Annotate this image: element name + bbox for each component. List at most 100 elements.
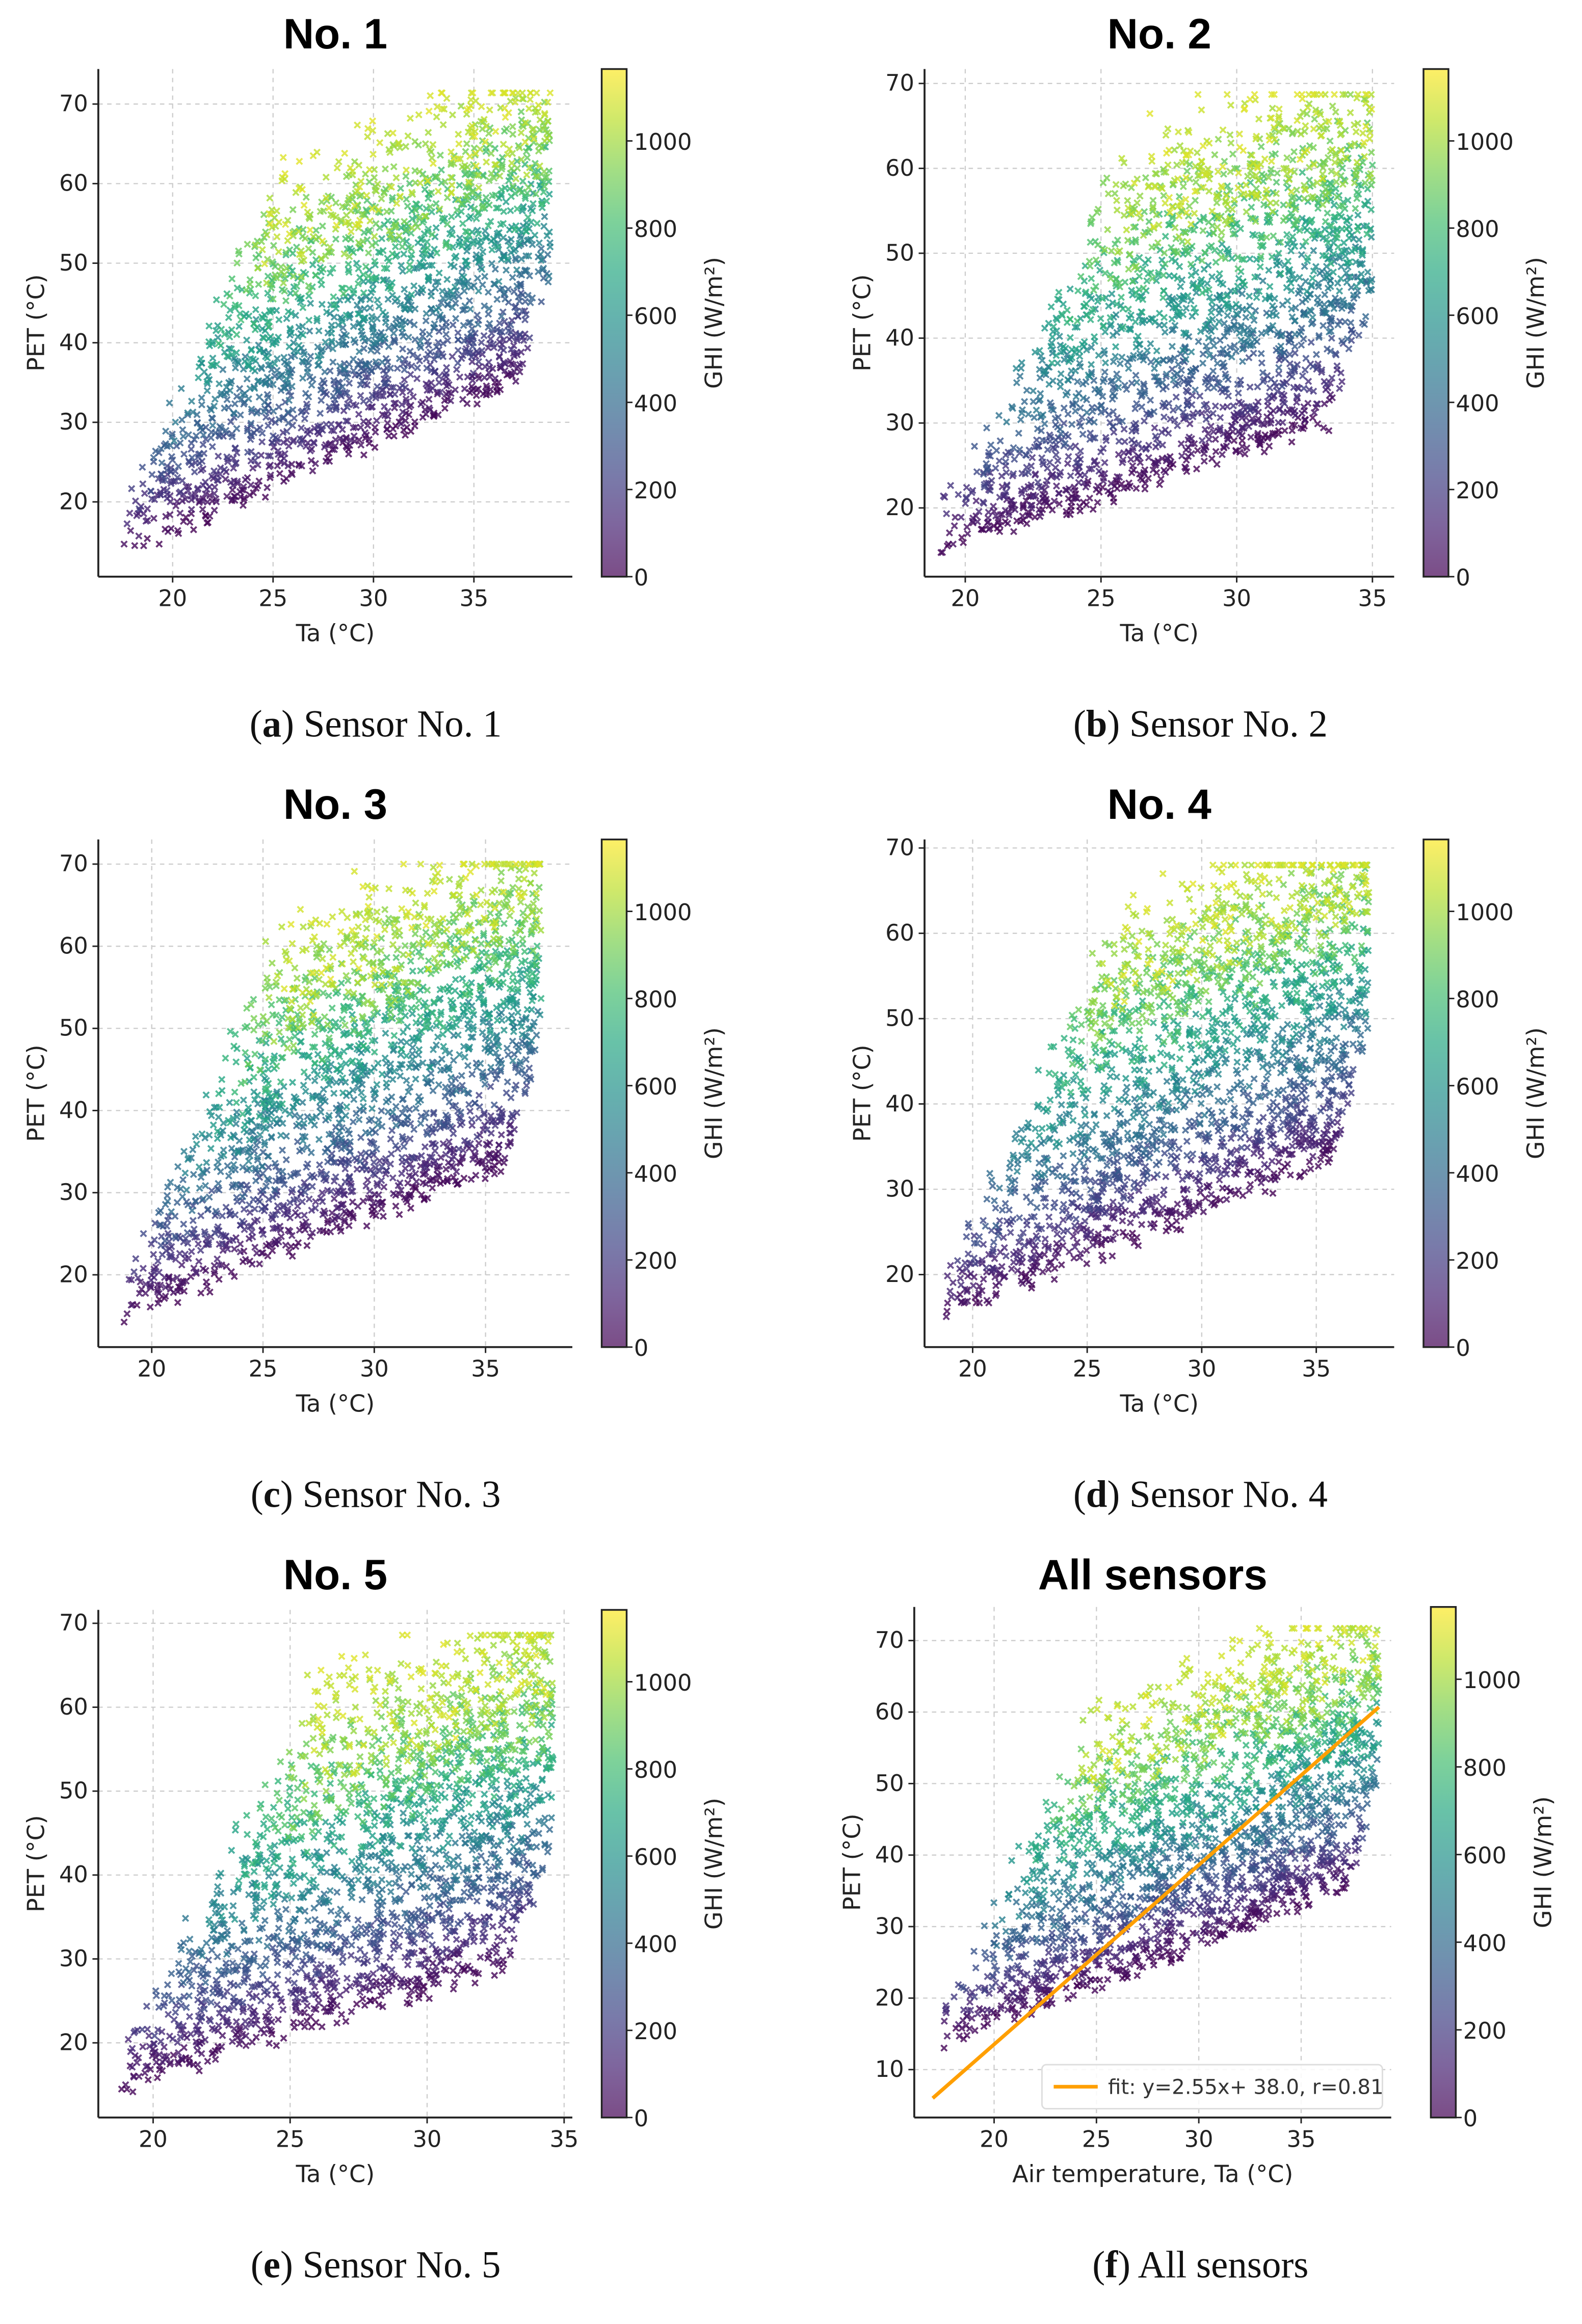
y-tick-label: 60	[59, 170, 88, 197]
data-point	[1100, 346, 1108, 355]
data-point	[992, 512, 999, 520]
data-point	[187, 492, 195, 500]
data-point	[1200, 215, 1207, 223]
data-point	[1010, 444, 1017, 451]
data-point	[178, 1261, 186, 1269]
data-point	[156, 1281, 164, 1289]
data-point	[289, 421, 297, 430]
data-point	[158, 470, 166, 478]
data-point	[1158, 429, 1166, 436]
data-point	[1045, 319, 1052, 327]
data-point	[1219, 359, 1227, 367]
data-point	[1342, 154, 1350, 162]
data-point	[1323, 309, 1330, 317]
data-point	[1192, 269, 1200, 276]
data-point	[1182, 209, 1191, 217]
data-point	[166, 511, 174, 519]
data-point	[322, 338, 329, 346]
caption-letter: a	[262, 703, 281, 745]
data-point	[1226, 343, 1234, 351]
data-point	[426, 1153, 434, 1161]
data-point	[502, 198, 510, 206]
data-point	[287, 392, 295, 399]
data-point	[402, 227, 410, 234]
data-point	[1018, 359, 1025, 366]
data-point	[1261, 155, 1269, 163]
data-point	[1125, 210, 1133, 218]
colorbar-label: GHI (W/m²)	[1522, 257, 1549, 389]
data-point	[239, 501, 247, 509]
data-point	[260, 211, 268, 219]
data-point	[328, 337, 335, 345]
data-point	[360, 451, 367, 459]
data-point	[354, 280, 362, 287]
data-point	[408, 291, 415, 299]
data-point	[1289, 156, 1297, 164]
data-point	[393, 295, 401, 303]
data-point	[256, 347, 263, 355]
data-point	[465, 178, 472, 186]
data-point	[266, 210, 273, 218]
data-point	[364, 1194, 373, 1202]
data-point	[1321, 291, 1329, 299]
data-point	[215, 452, 222, 460]
data-point	[408, 251, 415, 258]
data-point	[1330, 201, 1338, 209]
data-point	[993, 447, 1000, 455]
data-point	[526, 334, 534, 342]
y-tick-label: 50	[885, 239, 914, 266]
colorbar	[1422, 68, 1449, 578]
data-point	[1337, 172, 1345, 179]
data-point	[511, 304, 519, 311]
data-point	[1187, 220, 1195, 228]
data-point	[469, 377, 477, 384]
data-point	[1110, 358, 1117, 365]
data-point	[1173, 309, 1181, 316]
data-point	[1355, 236, 1363, 244]
data-point	[1112, 276, 1120, 283]
data-point	[1060, 300, 1067, 308]
data-point	[317, 207, 324, 216]
data-point	[282, 249, 289, 256]
data-point	[263, 255, 271, 263]
data-point	[1239, 278, 1247, 285]
data-point	[208, 443, 216, 450]
data-point	[1333, 193, 1341, 201]
data-point	[1147, 396, 1154, 404]
data-point	[486, 319, 493, 328]
data-point	[399, 345, 407, 353]
data-point	[181, 1250, 189, 1258]
data-point	[1280, 349, 1288, 357]
data-point	[1336, 157, 1344, 165]
data-point	[1275, 238, 1282, 246]
data-point	[416, 357, 424, 365]
data-point	[512, 254, 519, 262]
data-point	[941, 493, 948, 501]
data-point	[1312, 109, 1320, 117]
data-point	[1273, 178, 1280, 186]
data-point	[421, 212, 429, 220]
data-point	[1011, 506, 1019, 514]
x-tick-label: 20	[951, 585, 980, 611]
data-point	[1050, 497, 1058, 505]
data-point	[1322, 386, 1330, 393]
data-point	[513, 308, 520, 315]
data-point	[994, 516, 1003, 524]
data-point	[372, 358, 380, 365]
y-tick-label: 50	[59, 250, 88, 276]
data-point	[1353, 189, 1361, 196]
data-point	[193, 411, 201, 418]
data-point	[1312, 351, 1320, 358]
data-point	[472, 1171, 480, 1179]
data-point	[365, 336, 373, 343]
data-point	[1119, 323, 1127, 331]
data-point	[1104, 487, 1112, 495]
data-point	[465, 105, 473, 113]
data-point	[195, 363, 203, 370]
data-point	[176, 509, 184, 517]
data-point	[305, 282, 312, 289]
data-point	[461, 282, 469, 289]
data-point	[377, 392, 385, 399]
data-point	[312, 256, 320, 264]
data-point	[1248, 312, 1256, 319]
